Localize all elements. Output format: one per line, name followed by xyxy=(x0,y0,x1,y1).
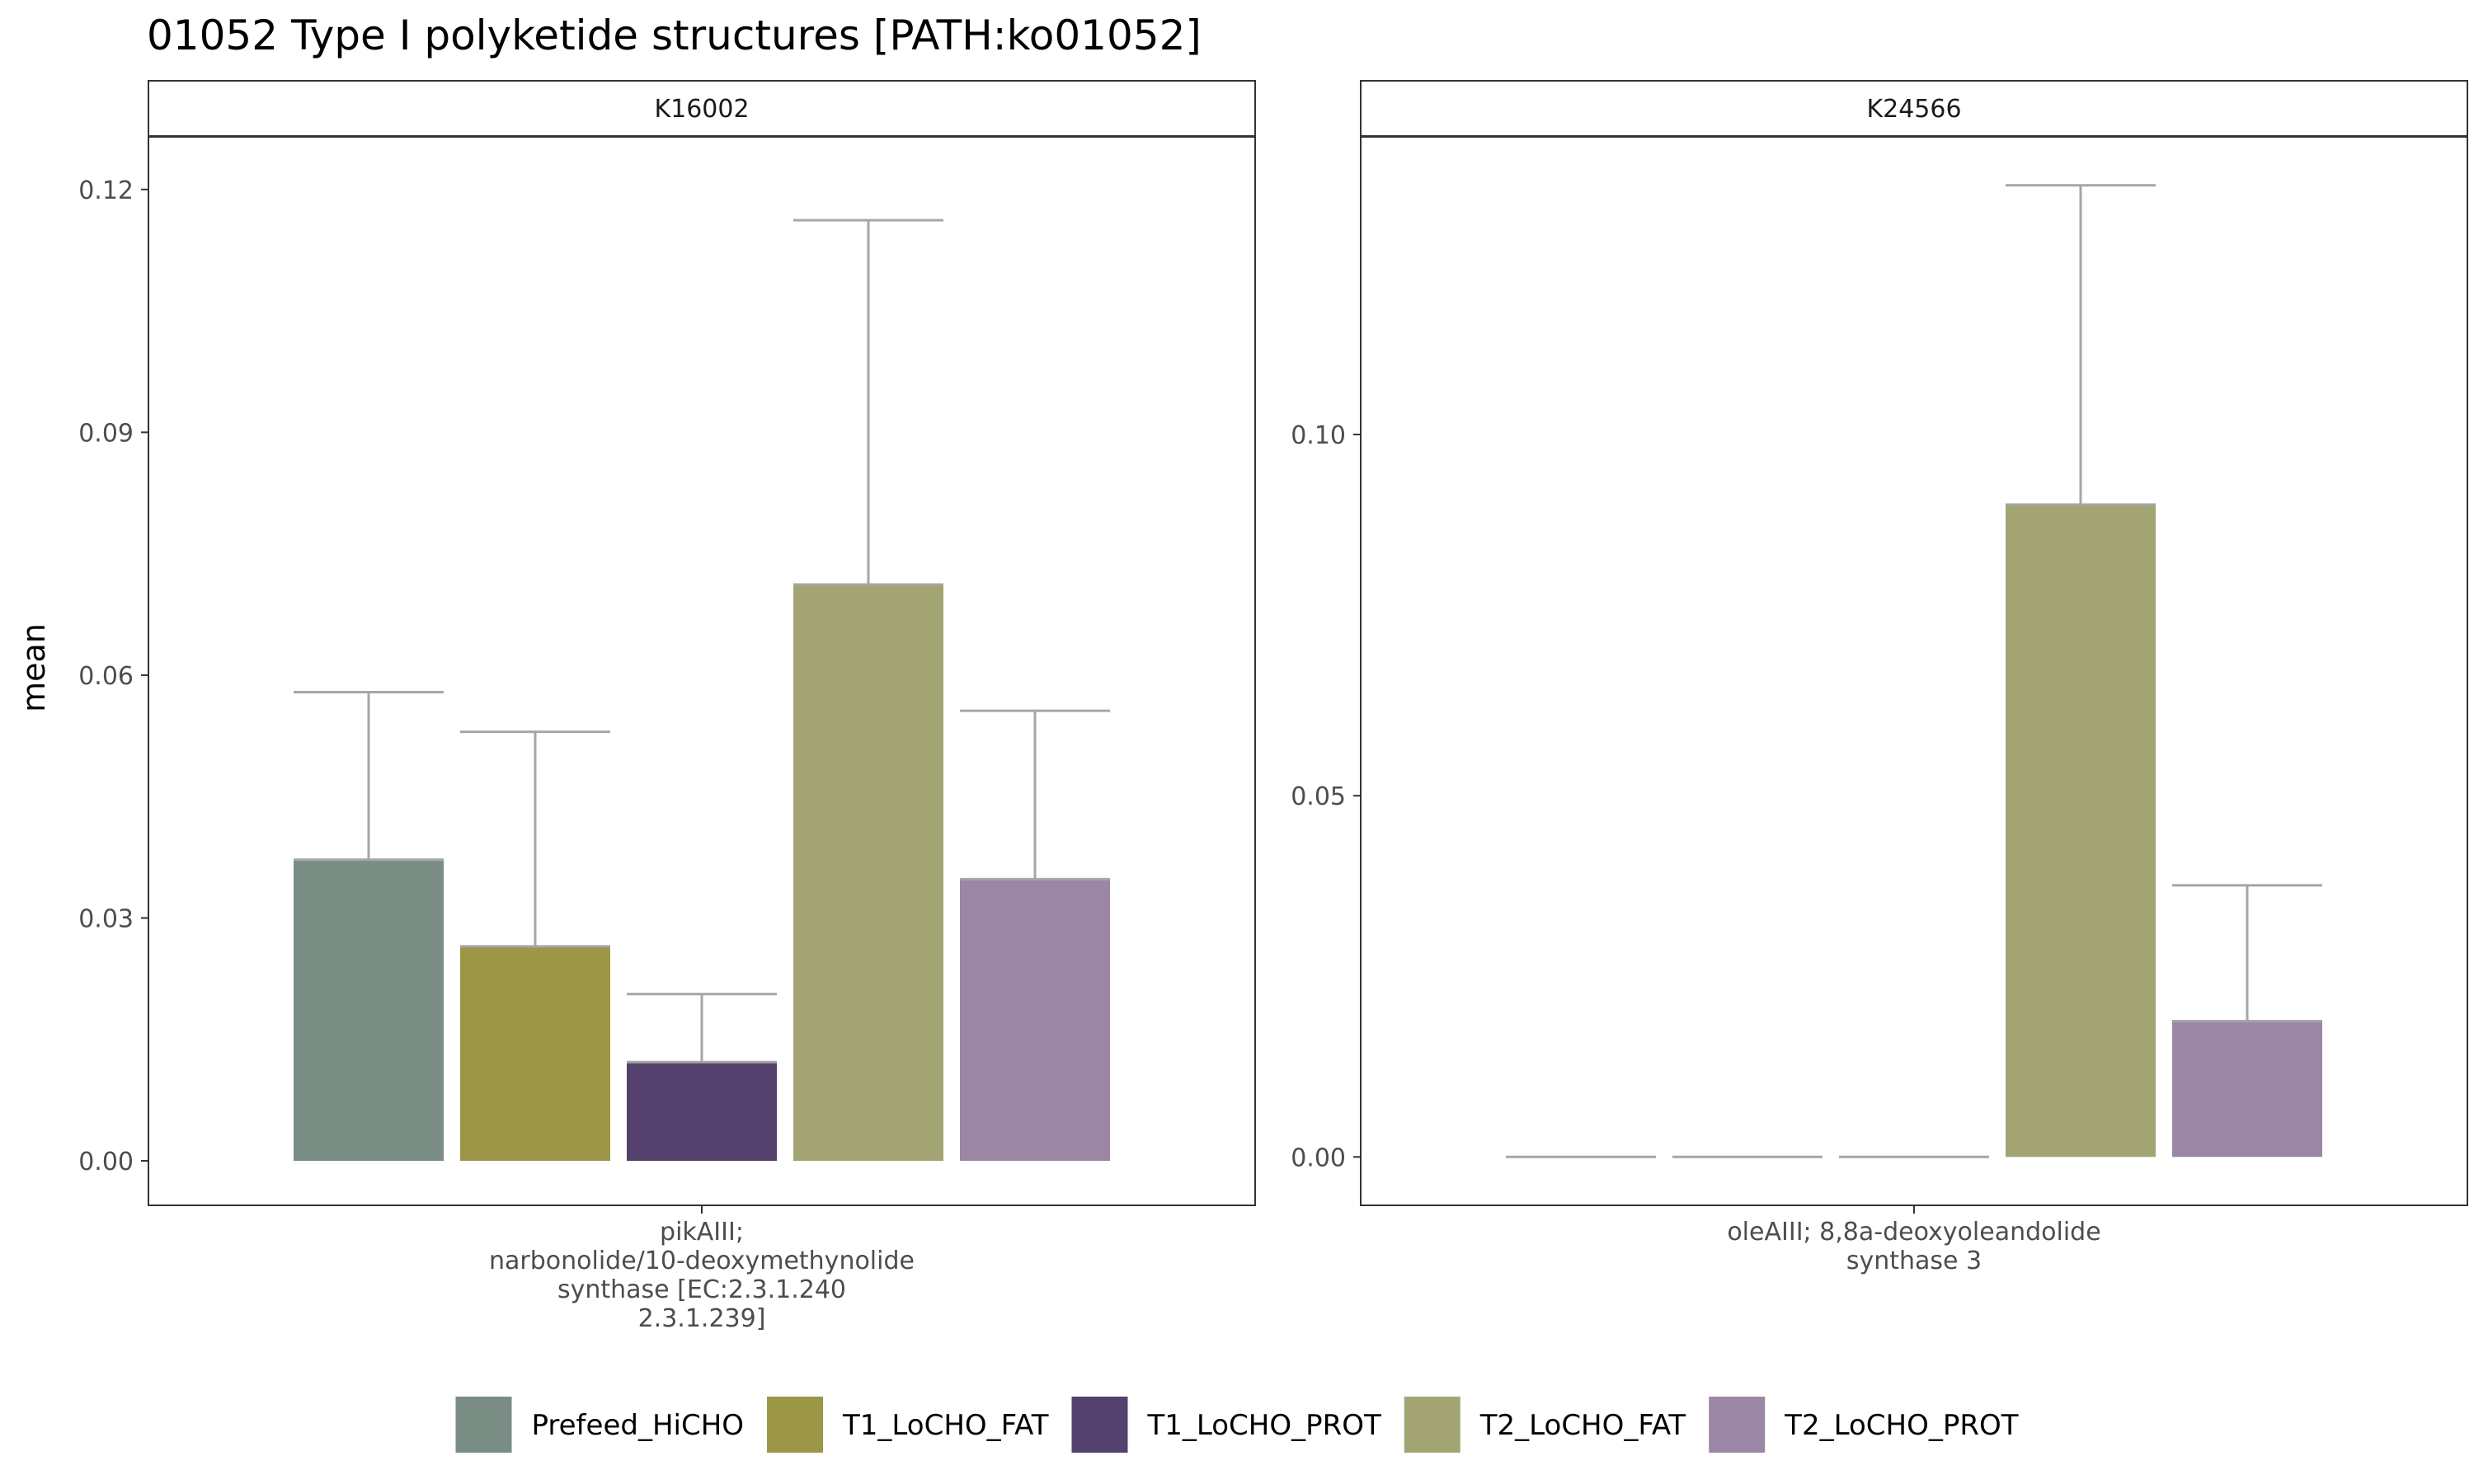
bar-T1_LoCHO_PROT xyxy=(627,1062,777,1161)
panel-0: K16002 0.00 0.03 0.06 0.09 0.12 pikAIII;narbon… xyxy=(78,80,1256,1333)
legend-item-T1_LoCHO_FAT: T1_LoCHO_FAT xyxy=(767,1397,1049,1453)
y-tick-label: 0.12 xyxy=(78,176,134,205)
strip-label: K16002 xyxy=(654,95,749,124)
legend-key xyxy=(455,1397,512,1453)
y-tick-label: 0.09 xyxy=(78,419,134,448)
legend-item-T2_LoCHO_PROT: T2_LoCHO_PROT xyxy=(1709,1397,2019,1453)
legend-key xyxy=(1404,1397,1460,1453)
strip-box xyxy=(148,80,1256,137)
y-tick-label: 0.00 xyxy=(78,1148,134,1176)
y-tick-label: 0.00 xyxy=(1291,1144,1346,1172)
bar-T2_LoCHO_PROT xyxy=(960,879,1110,1161)
x-tick-label: synthase [EC:2.3.1.240 xyxy=(557,1275,846,1304)
panel-1: K24566 0.00 0.05 0.10 oleAIII; 8,8a-deoxyole… xyxy=(1291,80,2468,1275)
legend-key xyxy=(1071,1397,1128,1453)
bar-Prefeed_HiCHO xyxy=(294,859,444,1161)
facet-panels: K16002 0.00 0.03 0.06 0.09 0.12 pikAIII;narbon… xyxy=(78,80,2468,1333)
bar-T1_LoCHO_FAT xyxy=(460,946,610,1161)
y-tick-label: 0.03 xyxy=(78,904,134,933)
strip-label: K24566 xyxy=(1866,95,1961,124)
legend-label: T1_LoCHO_PROT xyxy=(1146,1409,1381,1442)
y-tick-label: 0.06 xyxy=(78,662,134,691)
chart-title: 01052 Type I polyketide structures [PATH… xyxy=(147,12,1202,59)
x-tick-label: pikAIII; xyxy=(660,1218,744,1247)
bar-T2_LoCHO_PROT xyxy=(2172,1021,2322,1158)
legend-key xyxy=(1709,1397,1766,1453)
legend-label: T2_LoCHO_FAT xyxy=(1479,1409,1686,1442)
legend-item-T1_LoCHO_PROT: T1_LoCHO_PROT xyxy=(1071,1397,1381,1453)
bar-T2_LoCHO_FAT xyxy=(2006,505,2156,1158)
y-tick-label: 0.10 xyxy=(1291,421,1346,450)
y-axis-title: mean xyxy=(16,623,52,712)
strip-box xyxy=(1360,80,2468,137)
legend-label: T2_LoCHO_PROT xyxy=(1784,1409,2019,1442)
x-tick-label: oleAIII; 8,8a-deoxyoleandolide xyxy=(1727,1218,2100,1247)
y-tick-label: 0.05 xyxy=(1291,782,1346,811)
legend-label: T1_LoCHO_FAT xyxy=(842,1409,1049,1442)
legend: Prefeed_HiCHO T1_LoCHO_FAT T1_LoCHO_PROT T2… xyxy=(455,1397,2019,1453)
legend-item-T2_LoCHO_FAT: T2_LoCHO_FAT xyxy=(1404,1397,1686,1453)
legend-label: Prefeed_HiCHO xyxy=(532,1409,745,1442)
bar-T2_LoCHO_FAT xyxy=(793,584,943,1161)
legend-key xyxy=(767,1397,824,1453)
x-tick-label: narbonolide/10-deoxymethynolide xyxy=(489,1247,915,1275)
legend-item-Prefeed_HiCHO: Prefeed_HiCHO xyxy=(455,1397,745,1453)
x-tick-label: synthase 3 xyxy=(1846,1247,1982,1275)
x-tick-label: 2.3.1.239] xyxy=(638,1304,766,1333)
